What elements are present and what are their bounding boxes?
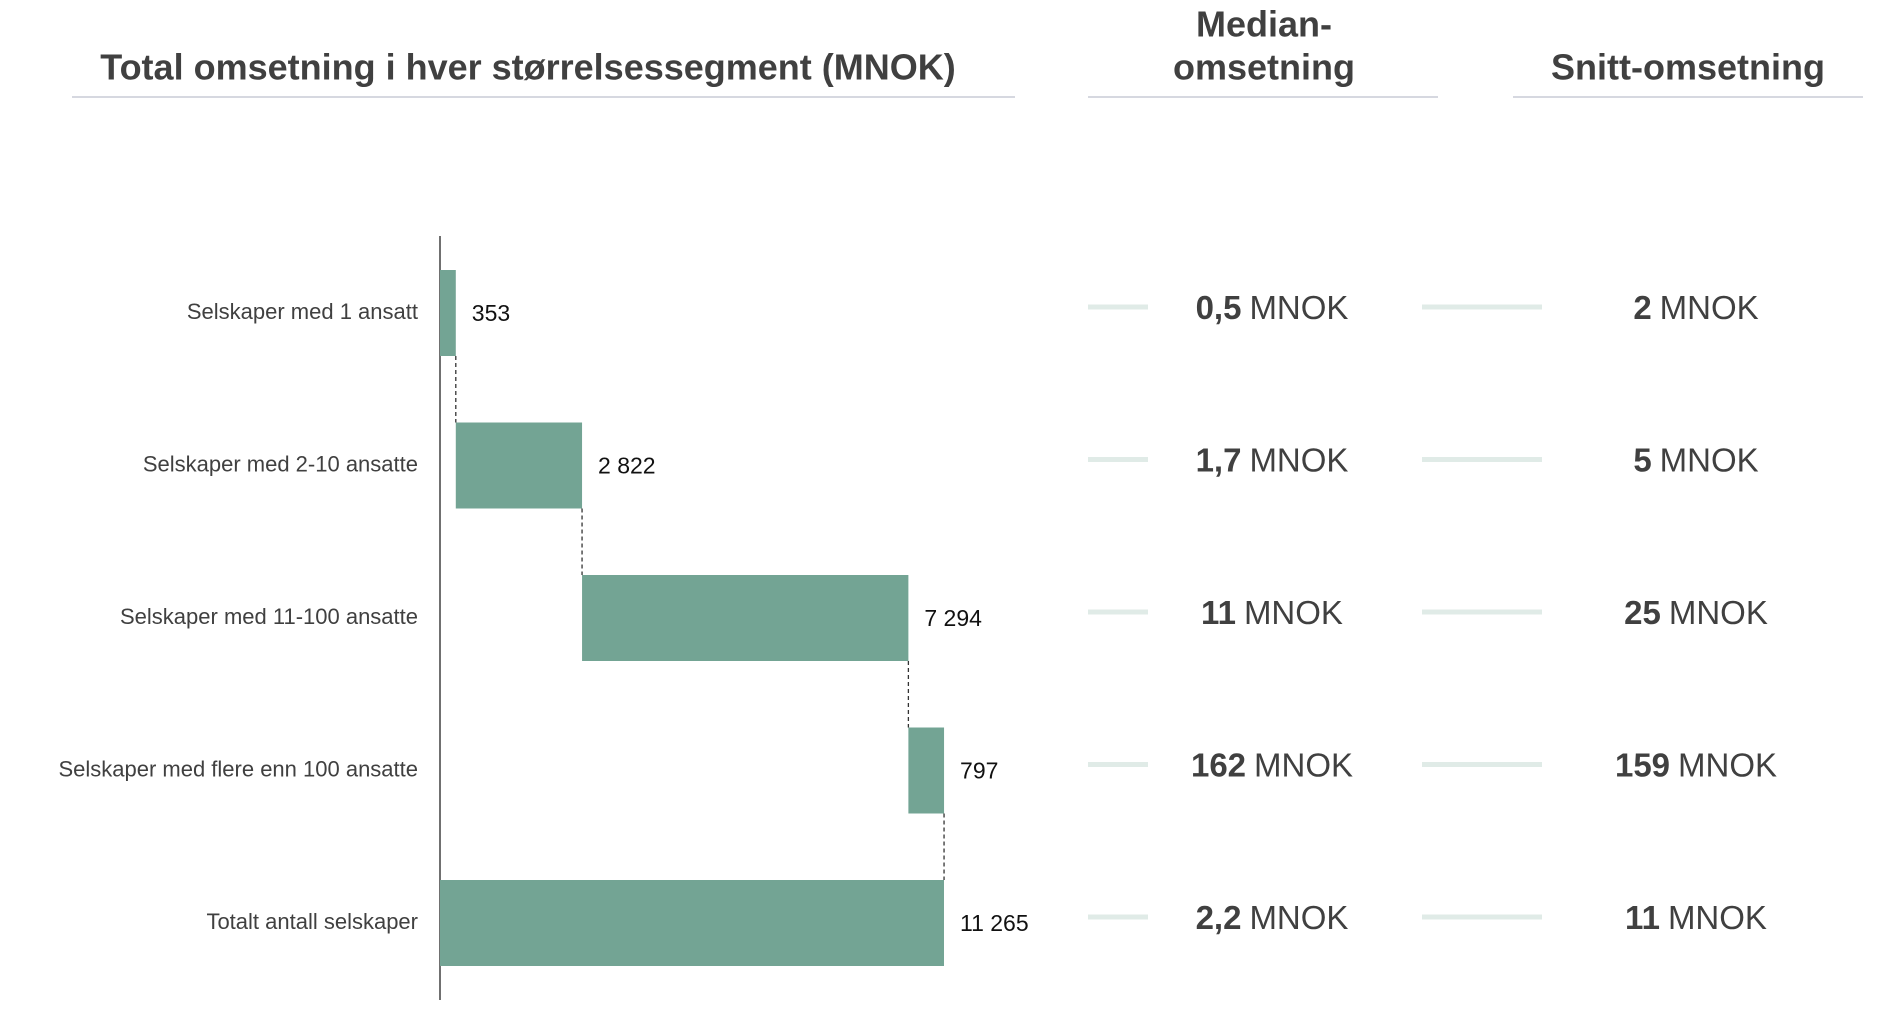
side-number: 0,5 <box>1196 289 1242 326</box>
column-header: Median- <box>1196 4 1332 45</box>
side-unit: MNOK <box>1244 594 1343 631</box>
side-value: 1,7 MNOK <box>1196 441 1349 478</box>
side-number: 5 <box>1633 441 1651 478</box>
bar <box>455 422 583 509</box>
bar <box>582 575 909 661</box>
side-unit: MNOK <box>1249 441 1348 478</box>
value-label: 797 <box>960 758 998 784</box>
side-number: 162 <box>1191 746 1246 783</box>
side-unit: MNOK <box>1249 289 1348 326</box>
value-label: 353 <box>472 300 510 326</box>
value-label: 2 822 <box>598 453 656 479</box>
side-value: 2,2 MNOK <box>1196 899 1349 936</box>
side-unit: MNOK <box>1660 289 1759 326</box>
side-value: 25 MNOK <box>1624 594 1768 631</box>
side-value: 11 MNOK <box>1625 899 1767 936</box>
category-label: Selskaper med 11-100 ansatte <box>120 604 418 629</box>
side-value: 0,5 MNOK <box>1196 289 1349 326</box>
column-header: Snitt-omsetning <box>1551 47 1825 88</box>
side-number: 2,2 <box>1196 899 1242 936</box>
bar <box>440 880 944 966</box>
side-value: 159 MNOK <box>1615 746 1777 783</box>
side-number: 25 <box>1624 594 1661 631</box>
side-unit: MNOK <box>1660 441 1759 478</box>
side-unit: MNOK <box>1249 899 1348 936</box>
side-unit: MNOK <box>1678 746 1777 783</box>
side-unit: MNOK <box>1668 899 1767 936</box>
side-value: 5 MNOK <box>1633 441 1758 478</box>
side-unit: MNOK <box>1669 594 1768 631</box>
side-number: 1,7 <box>1196 441 1242 478</box>
chart-title: Total omsetning i hver størrelsessegment… <box>100 47 956 88</box>
side-number: 2 <box>1633 289 1651 326</box>
value-label: 11 265 <box>960 910 1029 936</box>
side-unit: MNOK <box>1254 746 1353 783</box>
category-label: Selskaper med flere enn 100 ansatte <box>58 756 418 781</box>
column-header: omsetning <box>1173 47 1355 88</box>
side-number: 11 <box>1625 899 1660 936</box>
category-label: Selskaper med 2-10 ansatte <box>143 451 418 476</box>
side-value: 2 MNOK <box>1633 289 1758 326</box>
value-label: 7 294 <box>924 605 982 631</box>
side-number: 159 <box>1615 746 1670 783</box>
side-value: 162 MNOK <box>1191 746 1353 783</box>
category-label: Selskaper med 1 ansatt <box>187 299 418 324</box>
bar <box>440 270 456 356</box>
category-label: Totalt antall selskaper <box>206 909 418 934</box>
side-value: 11 MNOK <box>1201 594 1343 631</box>
bar <box>908 727 945 814</box>
side-number: 11 <box>1201 594 1236 631</box>
